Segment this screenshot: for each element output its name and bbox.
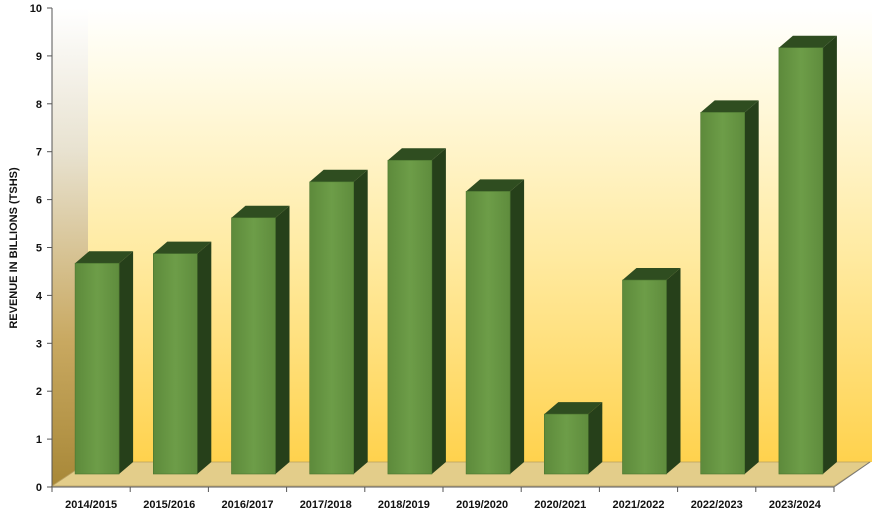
bar-front-face	[543, 413, 589, 475]
x-tick-label: 2019/2020	[456, 499, 508, 511]
x-tick-label: 2021/2022	[613, 499, 665, 511]
bar-side-face	[119, 251, 134, 474]
x-axis-ticks: 2014/2015 2015/2016 2016/2017 2017/2018 2018…	[51, 487, 835, 511]
bar-front-face	[465, 191, 511, 475]
bar	[387, 148, 446, 475]
bar-front-face	[153, 253, 198, 475]
y-tick-label: 9	[36, 51, 42, 63]
bar	[543, 402, 603, 475]
x-tick-label: 2017/2018	[300, 499, 352, 511]
bar-front-face	[387, 159, 433, 475]
bar-top-face	[622, 268, 681, 281]
bar-front-face	[231, 217, 276, 475]
y-tick-label: 10	[30, 3, 42, 15]
bar-side-face	[431, 148, 446, 474]
bar-top-face	[387, 148, 446, 161]
bar-side-face	[353, 169, 368, 474]
bar	[74, 251, 134, 475]
bar-side-face	[822, 35, 837, 474]
y-axis-ticks: 0 1 2 3 4 5 6 7 8 9 10	[30, 3, 52, 494]
bar-top-face	[700, 100, 759, 113]
x-tick-label: 2015/2016	[143, 499, 195, 511]
bar-front-face	[622, 279, 667, 475]
y-tick-label: 5	[36, 243, 42, 255]
y-tick-label: 8	[36, 99, 42, 111]
bar-side-face	[666, 268, 681, 474]
bar	[622, 268, 681, 475]
bar-front-face	[74, 262, 120, 475]
y-tick-label: 7	[36, 147, 42, 159]
bar	[778, 35, 837, 475]
y-axis-title: REVENUE IN BILLIONS (TSHS)	[8, 167, 20, 329]
bar-top-face	[75, 251, 134, 264]
bar-side-face	[197, 241, 212, 474]
x-tick-label: 2020/2021	[534, 499, 586, 511]
bar-side-face	[744, 100, 759, 474]
x-tick-label: 2014/2015	[65, 499, 117, 511]
bar-front-face	[309, 181, 355, 475]
bars-group	[74, 35, 837, 475]
bar-top-face	[309, 169, 368, 182]
y-tick-label: 2	[36, 386, 42, 398]
bar-top-face	[778, 35, 837, 48]
bar-side-face	[275, 205, 290, 475]
y-tick-label: 3	[36, 338, 42, 350]
y-tick-label: 0	[36, 482, 42, 494]
bar	[231, 205, 290, 475]
bar-front-face	[778, 47, 824, 475]
floor-right-edge	[833, 461, 871, 488]
y-tick-label: 6	[36, 195, 42, 207]
bar	[153, 241, 212, 475]
bar-top-face	[231, 205, 290, 218]
bar-front-face	[700, 112, 746, 475]
x-tick-label: 2018/2019	[378, 499, 430, 511]
bar-side-face	[588, 402, 603, 474]
x-tick-label: 2022/2023	[691, 499, 743, 511]
y-tick-label: 1	[36, 434, 42, 446]
bar-top-face	[153, 241, 212, 254]
bar	[309, 169, 368, 475]
y-tick-label: 4	[36, 290, 43, 302]
bar	[700, 100, 759, 475]
bar-side-face	[510, 179, 525, 474]
x-tick-label: 2016/2017	[222, 499, 274, 511]
bar	[465, 179, 525, 475]
x-tick-label: 2023/2024	[769, 499, 822, 511]
bar-top-face	[466, 179, 525, 192]
bar-top-face	[544, 402, 603, 415]
